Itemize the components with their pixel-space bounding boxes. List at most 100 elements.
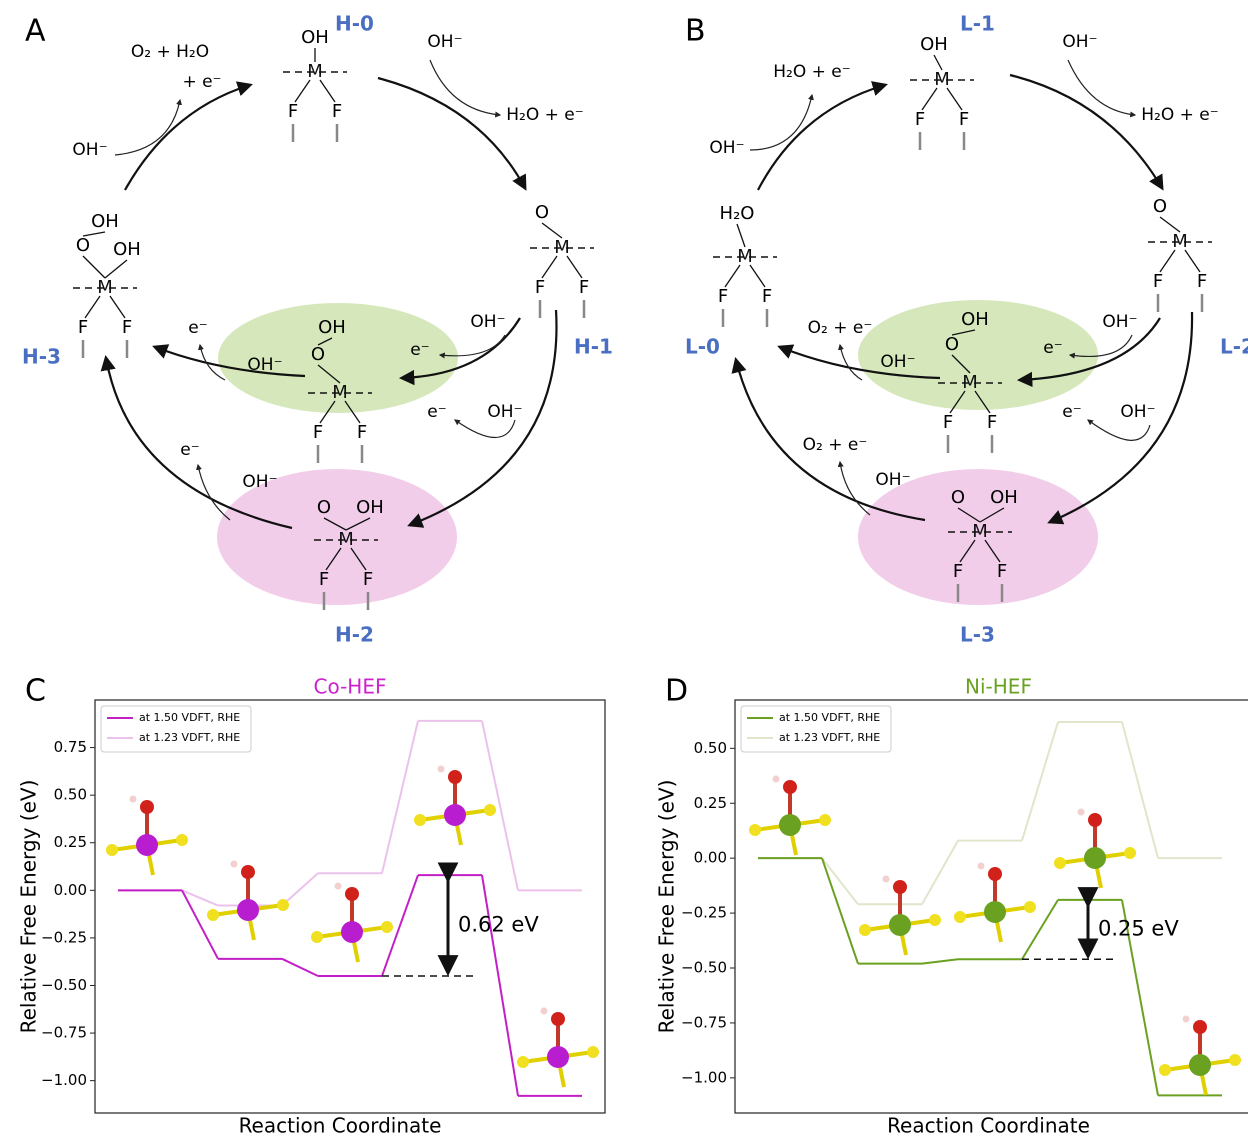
- atom: M: [972, 521, 988, 542]
- y-axis-label: Relative Free Energy (eV): [17, 780, 41, 1034]
- molecule-atom: [106, 844, 118, 856]
- molecule-atom: [587, 1046, 599, 1058]
- bond: [1185, 250, 1200, 272]
- atom: F: [953, 561, 963, 582]
- panel-letter: D: [665, 674, 688, 709]
- species: OH⁻: [427, 32, 462, 52]
- connector: [482, 875, 518, 1096]
- structure: OHOOHMFF: [73, 211, 141, 358]
- connector: [382, 721, 418, 873]
- atom: F: [78, 317, 88, 338]
- molecule-atom: [484, 804, 496, 816]
- molecule-atom: [1054, 857, 1066, 869]
- atom: F: [313, 422, 323, 443]
- annotation: 0.25 eV: [1098, 917, 1179, 941]
- atom: M: [962, 372, 978, 393]
- y-tick-label: −1.00: [41, 1071, 87, 1089]
- y-tick-label: 0.25: [54, 833, 87, 851]
- species: e⁻: [180, 440, 199, 460]
- molecule-atom: [773, 776, 780, 783]
- species: OH⁻: [470, 312, 505, 332]
- chart-title: Co-HEF: [314, 675, 387, 699]
- molecule-atom: [883, 876, 890, 883]
- molecule-atom: [517, 1056, 529, 1068]
- y-tick-label: −0.50: [681, 959, 727, 977]
- species: OH⁻: [247, 355, 282, 375]
- y-axis-label: Relative Free Energy (eV): [655, 780, 679, 1034]
- arrow: [125, 85, 250, 190]
- atom: F: [718, 286, 728, 307]
- atom: M: [554, 237, 570, 258]
- y-tick-label: −0.50: [41, 976, 87, 994]
- molecule-atom: [176, 834, 188, 846]
- bond: [737, 224, 745, 247]
- state-label: H-0: [335, 12, 374, 36]
- bond: [105, 260, 127, 278]
- atom: F: [943, 412, 953, 433]
- molecule-atom: [345, 887, 359, 901]
- atom: F: [332, 101, 342, 122]
- connector: [182, 890, 218, 905]
- atom: OH: [920, 34, 948, 55]
- molecule-atom: [448, 770, 462, 784]
- molecule-atom: [335, 883, 342, 890]
- species: OH⁻: [72, 140, 107, 160]
- y-tick-label: 0.50: [54, 786, 87, 804]
- species: e⁻: [1062, 402, 1081, 422]
- molecule-atom: [140, 800, 154, 814]
- connector: [1022, 722, 1058, 841]
- bond: [934, 55, 942, 70]
- molecule-atom: [988, 867, 1002, 881]
- y-tick-label: 0.25: [694, 794, 727, 812]
- atom: O: [76, 235, 90, 256]
- species: H₂O + e⁻: [1141, 105, 1218, 125]
- species: + e⁻: [182, 72, 221, 92]
- atom: F: [1153, 271, 1163, 292]
- small-arrow: [1068, 60, 1135, 115]
- molecule-atom: [978, 863, 985, 870]
- atom: OH: [990, 487, 1018, 508]
- atom: O: [311, 344, 325, 365]
- molecule-atom: [1229, 1054, 1241, 1066]
- arrow: [758, 85, 885, 190]
- species: e⁻: [188, 318, 207, 338]
- atom: F: [122, 317, 132, 338]
- atom: M: [332, 382, 348, 403]
- species: OH⁻: [709, 138, 744, 158]
- species: H₂O + e⁻: [506, 105, 583, 125]
- species: OH⁻: [242, 472, 277, 492]
- molecule-atom: [231, 861, 238, 868]
- bond: [567, 256, 582, 278]
- small-arrow: [430, 60, 500, 115]
- atom: OH: [961, 309, 989, 330]
- molecule-atom: [207, 909, 219, 921]
- y-tick-label: −0.75: [41, 1024, 87, 1042]
- connector: [922, 841, 958, 905]
- annotation: 0.62 eV: [458, 913, 539, 937]
- species: O₂ + e⁻: [803, 435, 868, 455]
- atom: M: [307, 61, 323, 82]
- molecule-atom: [749, 824, 761, 836]
- molecule-atom: [1124, 847, 1136, 859]
- molecule-atom: [241, 865, 255, 879]
- small-arrow: [1088, 420, 1150, 440]
- molecule-atom: [1024, 901, 1036, 913]
- molecule-atom: [1193, 1020, 1207, 1034]
- molecule-atom: [547, 1046, 569, 1068]
- molecule-atom: [541, 1008, 548, 1015]
- atom: M: [934, 69, 950, 90]
- y-tick-label: 0.00: [54, 881, 87, 899]
- chart-title: Ni-HEF: [965, 675, 1032, 699]
- bond: [320, 80, 335, 102]
- state-label: H-1: [574, 335, 613, 359]
- structure: OHMFF: [910, 34, 974, 150]
- bond: [110, 296, 125, 318]
- connector: [182, 890, 218, 959]
- small-arrow: [198, 465, 230, 520]
- y-tick-label: −0.25: [681, 904, 727, 922]
- arrow: [378, 78, 525, 188]
- atom: F: [288, 101, 298, 122]
- atom: F: [363, 569, 373, 590]
- structure: OMFF: [1148, 196, 1212, 312]
- species: e⁻: [1043, 338, 1062, 358]
